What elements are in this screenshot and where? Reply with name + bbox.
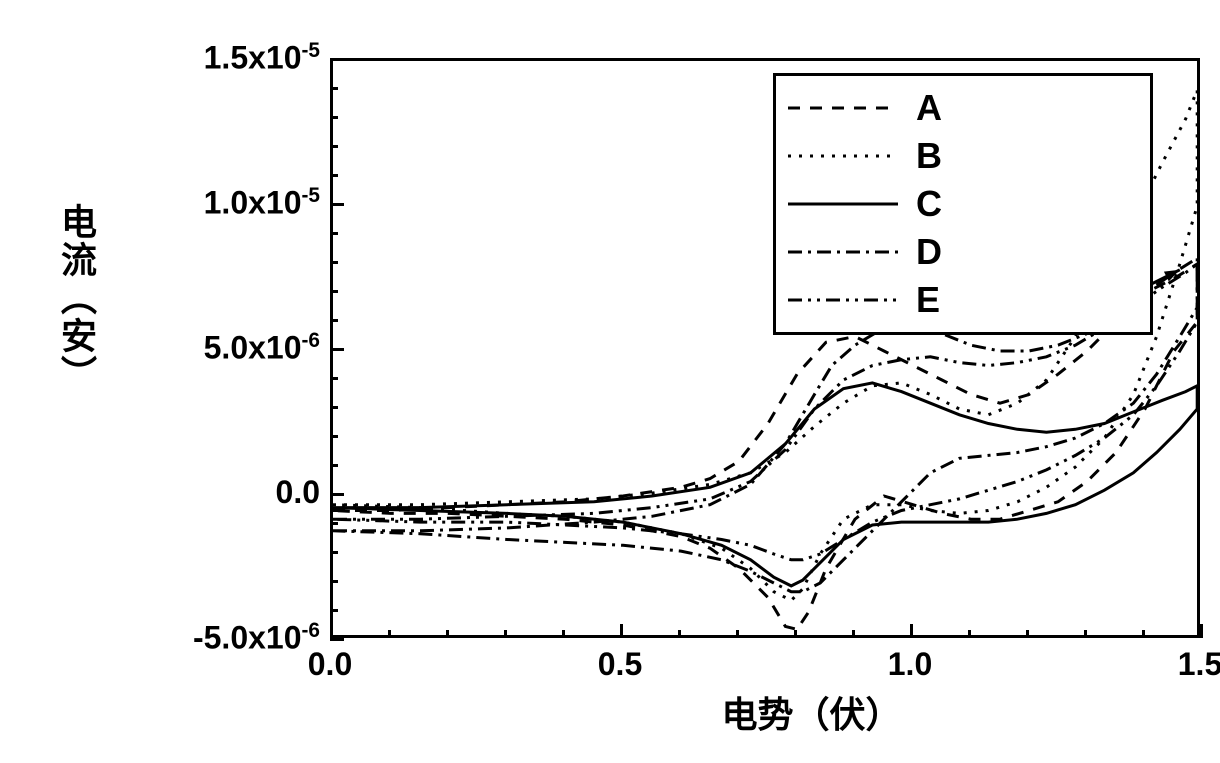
y-tick-minor <box>330 522 338 525</box>
x-tick-major <box>330 624 333 638</box>
legend-row-B: B <box>788 132 1138 180</box>
legend-label-B: B <box>916 135 942 177</box>
y-tick-minor <box>330 174 338 177</box>
x-tick-label: 1.5 <box>1160 646 1220 683</box>
x-tick-minor <box>1084 630 1087 638</box>
x-tick-label: 1.0 <box>870 646 950 683</box>
x-tick-major <box>1200 624 1203 638</box>
x-tick-minor <box>794 630 797 638</box>
legend: ABCDE <box>773 73 1153 335</box>
x-tick-major <box>910 624 913 638</box>
legend-swatch-C <box>788 189 898 219</box>
x-tick-label: 0.5 <box>580 646 660 683</box>
cv-chart: ABCDE 电流（安） 电势（伏） -5.0x10-60.05.0x10-61.… <box>50 20 1200 740</box>
y-tick-major <box>330 58 344 61</box>
x-axis-label: 电势（伏） <box>722 686 902 738</box>
y-tick-minor <box>330 261 338 264</box>
y-tick-label: 1.5x10-5 <box>204 39 320 77</box>
y-tick-major <box>330 348 344 351</box>
x-tick-minor <box>446 630 449 638</box>
legend-row-E: E <box>788 276 1138 324</box>
x-tick-minor <box>968 630 971 638</box>
x-tick-minor <box>852 630 855 638</box>
x-tick-minor <box>388 630 391 638</box>
y-tick-minor <box>330 319 338 322</box>
y-tick-label: 0.0 <box>276 474 320 511</box>
legend-swatch-A <box>788 93 898 123</box>
legend-swatch-E <box>788 285 898 315</box>
legend-label-E: E <box>916 279 940 321</box>
x-tick-minor <box>562 630 565 638</box>
y-tick-minor <box>330 87 338 90</box>
y-tick-major <box>330 638 344 641</box>
y-tick-minor <box>330 551 338 554</box>
y-tick-label: 5.0x10-6 <box>204 329 320 367</box>
y-tick-label: 1.0x10-5 <box>204 184 320 222</box>
x-tick-minor <box>1142 630 1145 638</box>
legend-row-A: A <box>788 84 1138 132</box>
y-tick-minor <box>330 232 338 235</box>
legend-swatch-D <box>788 237 898 267</box>
plot-area: ABCDE <box>330 58 1200 638</box>
series-C <box>333 383 1197 586</box>
legend-label-C: C <box>916 183 942 225</box>
legend-label-A: A <box>916 87 942 129</box>
y-tick-minor <box>330 435 338 438</box>
arrow-head <box>1164 270 1180 282</box>
legend-row-D: D <box>788 228 1138 276</box>
x-tick-minor <box>1026 630 1029 638</box>
y-tick-minor <box>330 609 338 612</box>
y-tick-minor <box>330 116 338 119</box>
y-tick-minor <box>330 580 338 583</box>
legend-row-C: C <box>788 180 1138 228</box>
y-axis-label: 电流（安） <box>50 203 102 393</box>
x-tick-minor <box>736 630 739 638</box>
y-tick-minor <box>330 464 338 467</box>
y-tick-major <box>330 493 344 496</box>
y-tick-minor <box>330 145 338 148</box>
x-tick-label: 0.0 <box>290 646 370 683</box>
legend-label-D: D <box>916 231 942 273</box>
x-tick-major <box>620 624 623 638</box>
x-tick-minor <box>678 630 681 638</box>
y-tick-minor <box>330 406 338 409</box>
y-tick-minor <box>330 377 338 380</box>
x-tick-minor <box>504 630 507 638</box>
y-tick-major <box>330 203 344 206</box>
y-tick-minor <box>330 290 338 293</box>
legend-swatch-B <box>788 141 898 171</box>
